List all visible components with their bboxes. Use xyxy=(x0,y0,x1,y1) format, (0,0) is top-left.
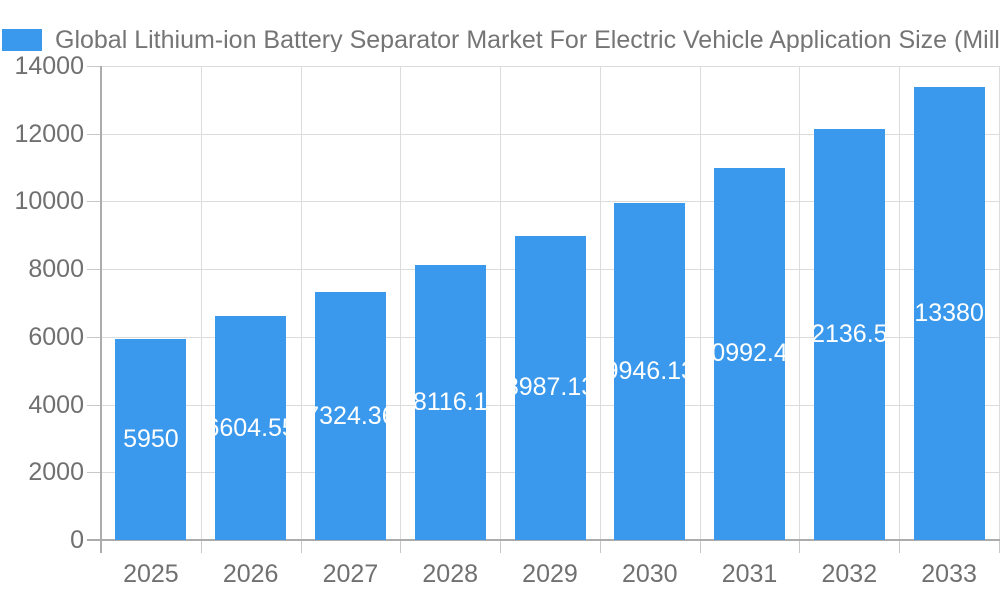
bar-2027[interactable]: 7324.36 xyxy=(314,292,386,540)
bar-value-label: 13380 xyxy=(914,298,984,327)
x-axis-line xyxy=(87,539,1000,541)
y-axis-tick xyxy=(87,336,101,338)
x-axis-tick xyxy=(200,540,202,553)
y-axis-label: 2000 xyxy=(28,458,84,487)
vertical-gridline xyxy=(300,66,302,540)
x-axis-label: 2032 xyxy=(821,560,878,588)
vertical-gridline xyxy=(200,66,202,540)
x-axis-tick xyxy=(400,540,402,553)
bar-value-label: 8116.1 xyxy=(414,388,486,417)
horizontal-gridline xyxy=(101,133,999,135)
x-axis-tick xyxy=(300,540,302,553)
x-axis-label: 2028 xyxy=(422,560,479,588)
y-axis-label: 8000 xyxy=(28,255,84,284)
y-axis-label: 4000 xyxy=(28,390,84,419)
horizontal-gridline xyxy=(101,66,999,67)
y-axis-tick xyxy=(87,404,101,406)
vertical-gridline xyxy=(899,66,901,540)
bar-2025[interactable]: 5950 xyxy=(115,338,187,540)
bar-2028[interactable]: 8116.1 xyxy=(414,265,486,540)
chart-title: Global Lithium-ion Battery Separator Mar… xyxy=(55,28,1000,52)
y-axis-tick xyxy=(87,201,101,203)
x-axis-tick xyxy=(799,540,801,553)
y-axis-label: 0 xyxy=(70,526,84,554)
y-axis-label: 10000 xyxy=(14,187,84,216)
x-axis-label: 2033 xyxy=(921,560,977,588)
x-axis-label: 2029 xyxy=(522,560,578,588)
x-axis-tick xyxy=(500,540,502,553)
bar-2032[interactable]: 12136.53 xyxy=(813,129,885,540)
bar-value-label: 8987.13 xyxy=(515,373,586,402)
bar-2029[interactable]: 8987.13 xyxy=(514,235,586,540)
vertical-gridline xyxy=(500,66,502,540)
y-axis-tick xyxy=(87,269,101,271)
bar-value-label: 7324.36 xyxy=(315,401,386,430)
x-axis-tick xyxy=(899,540,901,553)
vertical-gridline xyxy=(400,66,402,540)
bar-value-label: 5950 xyxy=(123,424,179,453)
legend-swatch[interactable] xyxy=(2,29,42,51)
horizontal-gridline xyxy=(101,201,999,203)
x-axis-tick xyxy=(699,540,701,553)
chart-header: Global Lithium-ion Battery Separator Mar… xyxy=(2,28,1000,52)
y-axis-tick xyxy=(87,472,101,474)
y-axis-line xyxy=(100,66,102,553)
vertical-gridline xyxy=(799,66,801,540)
bar-value-label: 9946.13 xyxy=(614,357,685,386)
x-axis-label: 2027 xyxy=(322,560,379,588)
x-axis-label: 2031 xyxy=(721,560,778,588)
y-axis-tick xyxy=(87,133,101,135)
x-axis-label: 2026 xyxy=(222,560,279,588)
bar-2033[interactable]: 13380 xyxy=(913,86,985,540)
bar-value-label: 6604.55 xyxy=(215,413,286,442)
y-axis-label: 14000 xyxy=(14,52,84,80)
y-axis-label: 6000 xyxy=(28,322,84,351)
x-axis-label: 2030 xyxy=(621,560,678,588)
vertical-gridline xyxy=(599,66,601,540)
vertical-gridline xyxy=(699,66,701,540)
x-axis-tick xyxy=(599,540,601,553)
bar-2030[interactable]: 9946.13 xyxy=(614,203,686,540)
bar-2026[interactable]: 6604.55 xyxy=(215,316,287,540)
y-axis-label: 12000 xyxy=(14,119,84,148)
x-axis-label: 2025 xyxy=(123,560,179,588)
y-axis-tick xyxy=(87,66,101,67)
bar-value-label: 12136.53 xyxy=(813,320,885,349)
